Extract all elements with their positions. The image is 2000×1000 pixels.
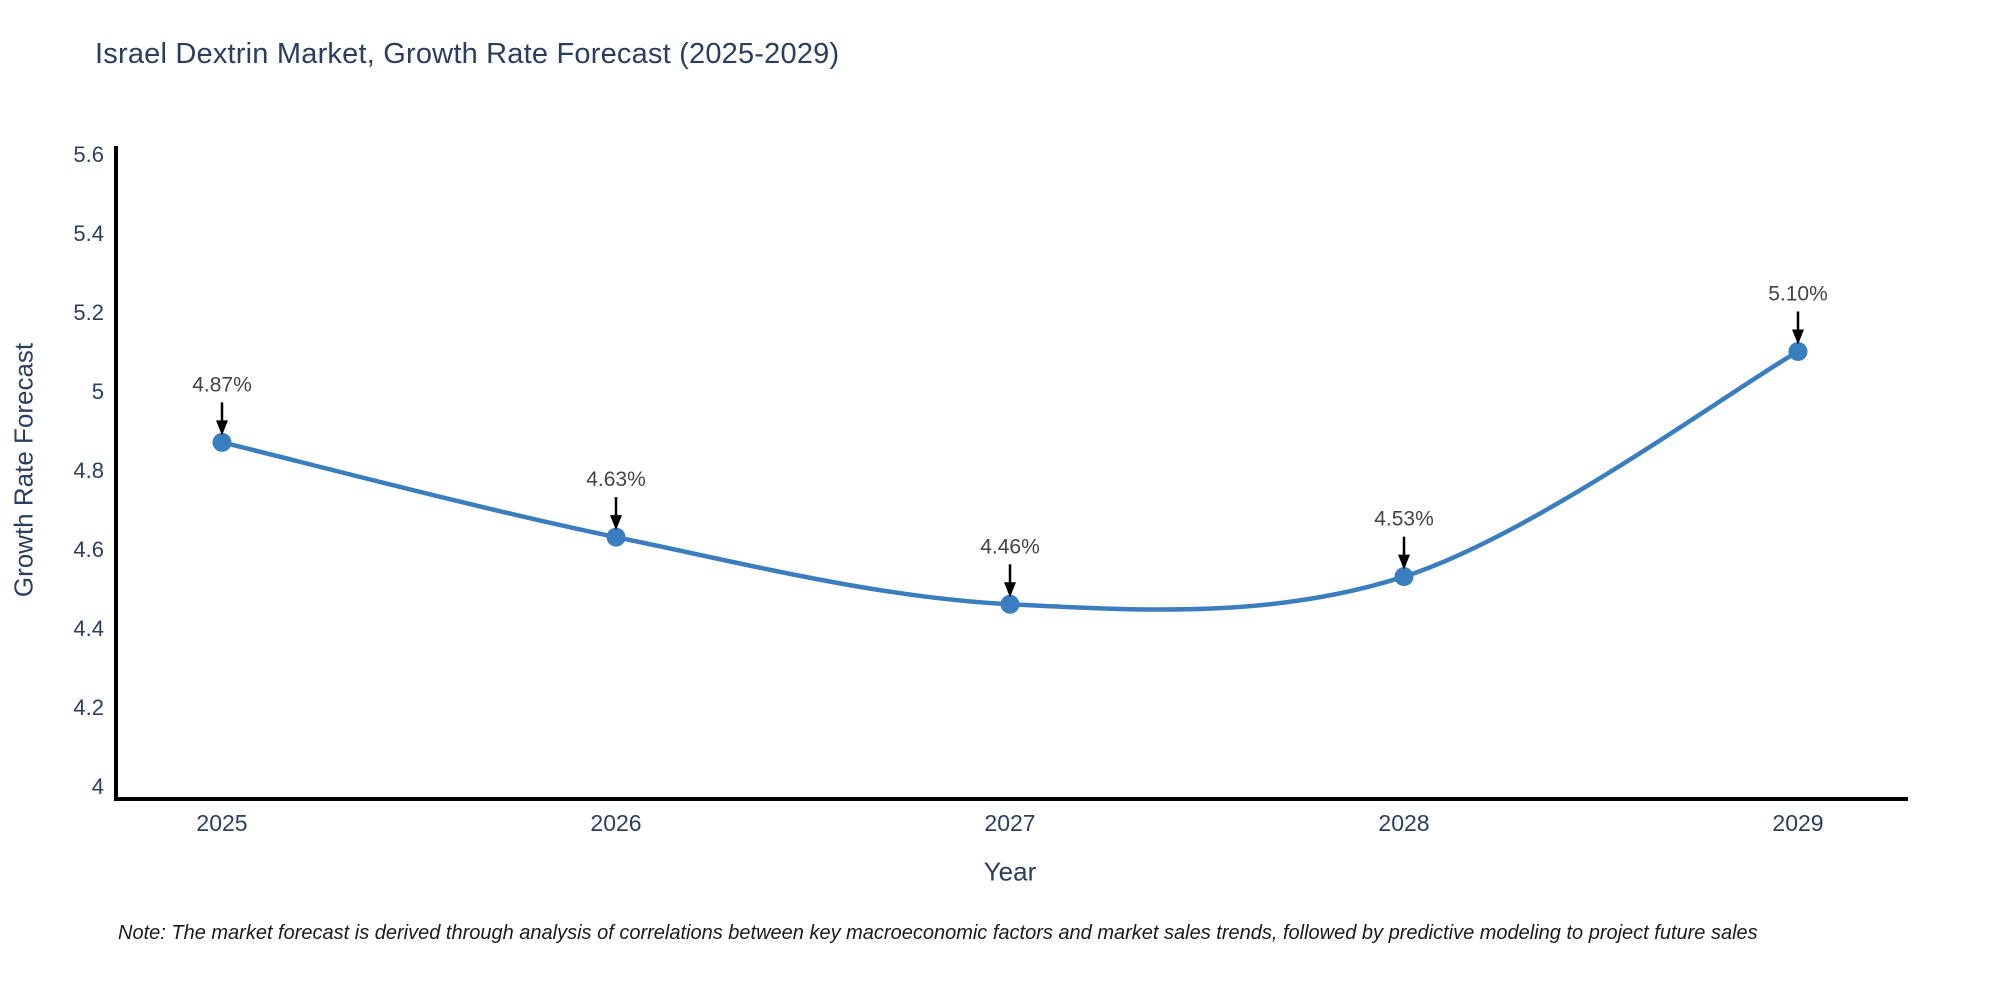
- point-value-label: 4.87%: [192, 373, 252, 396]
- chart-title: Israel Dextrin Market, Growth Rate Forec…: [95, 38, 840, 70]
- x-tick-label: 2029: [1772, 810, 1823, 836]
- data-point: [212, 432, 232, 452]
- y-axis-tick-labels: 4 4.2 4.4 4.6 4.8 5 5.2 5.4 5.6: [73, 142, 104, 799]
- x-tick-label: 2028: [1378, 810, 1429, 836]
- x-axis-title: Year: [983, 856, 1037, 887]
- annotation-arrow-head: [216, 420, 228, 436]
- axis-line: [114, 146, 1908, 801]
- point-value-label: 4.53%: [1374, 508, 1434, 531]
- axis-lines: [114, 146, 1908, 801]
- annotation-arrow-head: [1792, 329, 1804, 345]
- y-tick-label: 4.8: [73, 458, 104, 483]
- y-tick-label: 4.6: [73, 537, 104, 562]
- point-value-label: 5.10%: [1768, 283, 1828, 306]
- y-tick-label: 4: [92, 774, 104, 799]
- data-point: [1000, 594, 1020, 614]
- data-point-markers: [212, 342, 1808, 614]
- x-tick-label: 2025: [196, 810, 247, 836]
- data-point: [606, 527, 626, 547]
- y-tick-label: 5: [92, 379, 104, 404]
- data-point: [1394, 567, 1414, 587]
- y-tick-label: 5.2: [73, 300, 104, 325]
- y-tick-label: 4.4: [73, 616, 104, 641]
- x-tick-label: 2027: [984, 810, 1035, 836]
- point-value-label: 4.46%: [980, 535, 1040, 558]
- annotation-arrow-head: [610, 515, 622, 531]
- annotation-arrow-head: [1398, 554, 1410, 570]
- point-annotations: 4.87% 4.63% 4.46% 4.53% 5.10%: [192, 283, 1828, 598]
- footnote: Note: The market forecast is derived thr…: [118, 922, 1758, 944]
- data-point: [1788, 342, 1808, 361]
- x-tick-label: 2026: [590, 810, 641, 836]
- y-tick-label: 5.4: [73, 221, 104, 246]
- y-tick-label: 5.6: [73, 142, 104, 167]
- x-axis-tick-labels: 2025 2026 2027 2028 2029: [196, 810, 1823, 836]
- point-value-label: 4.63%: [586, 468, 646, 491]
- annotation-arrow-head: [1004, 582, 1016, 598]
- y-tick-label: 4.2: [73, 695, 104, 720]
